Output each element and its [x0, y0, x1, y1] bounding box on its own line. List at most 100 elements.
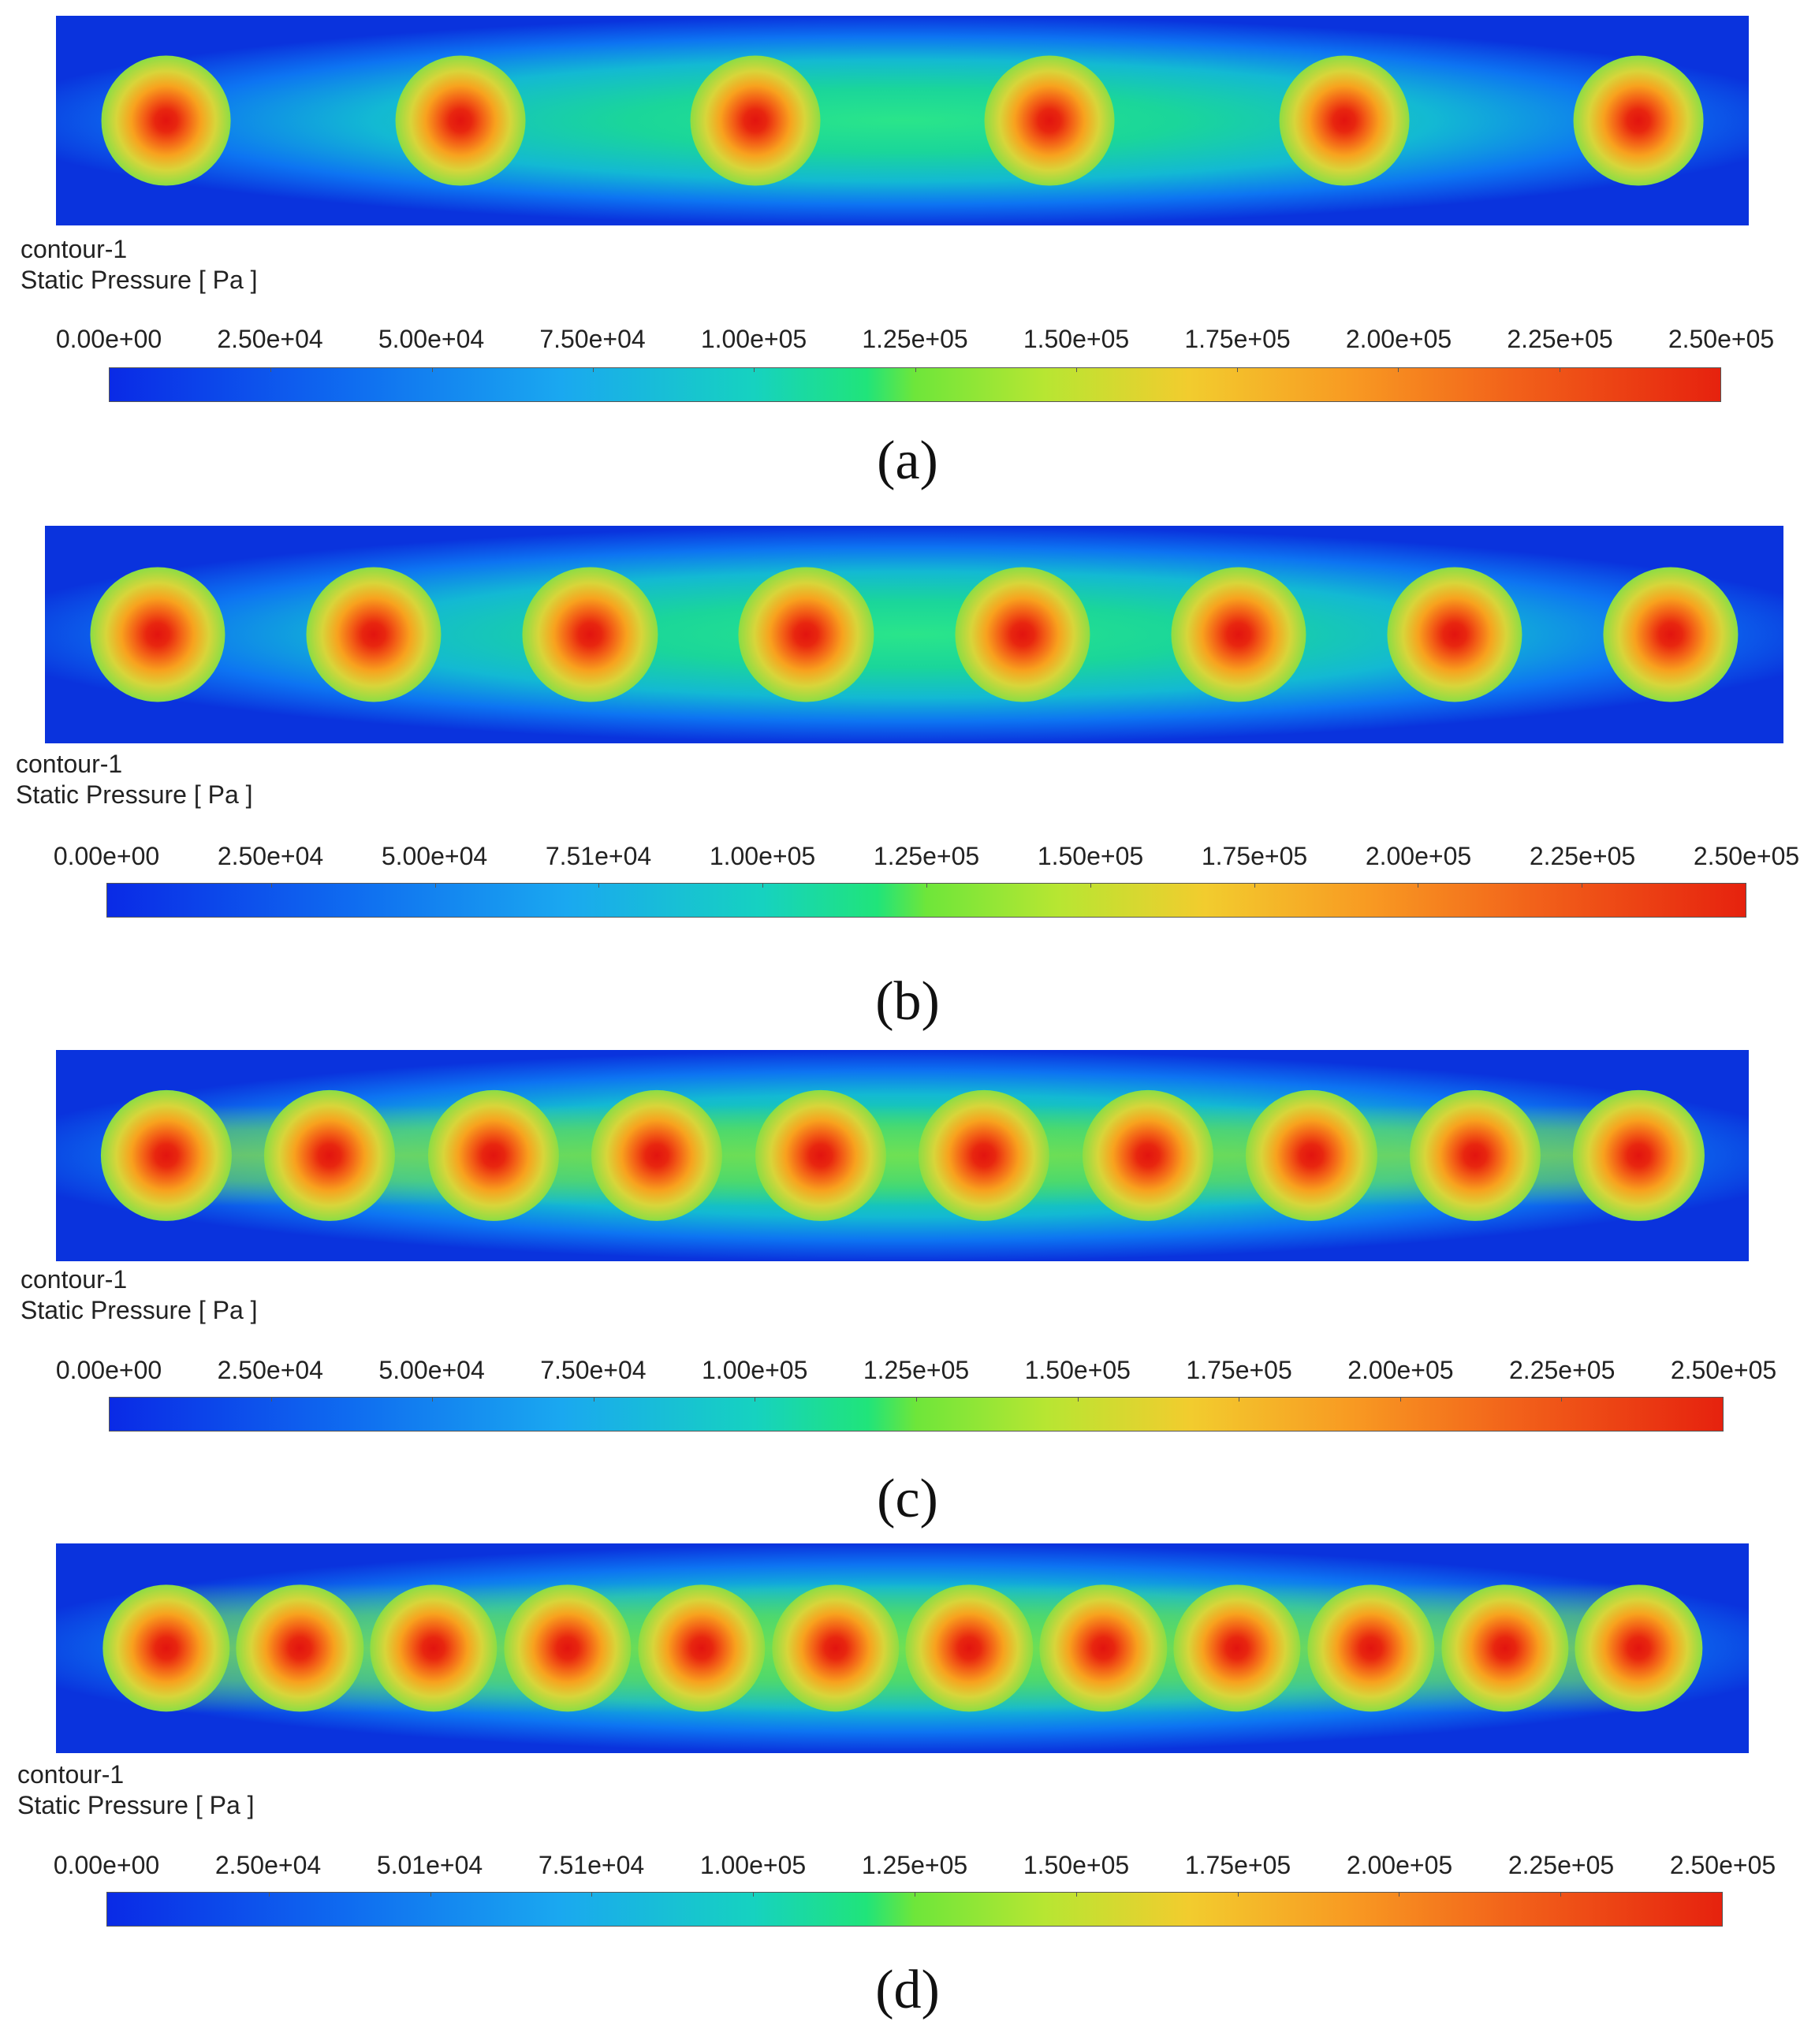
- colorbar-tick-label: 1.00e+05: [709, 842, 816, 870]
- colorbar-tick-mark: [430, 1893, 431, 1897]
- pressure-peak: [771, 1584, 900, 1712]
- colorbar-tick-label: 0.00e+00: [55, 1356, 162, 1384]
- pressure-peak: [690, 55, 821, 186]
- colorbar-tick-label: 1.50e+05: [1037, 842, 1144, 870]
- colorbar-tick-mark: [1090, 884, 1091, 888]
- pressure-peak: [1039, 1584, 1167, 1712]
- contour-name: contour-1: [16, 750, 123, 778]
- colorbar-tick-label: 2.25e+05: [1509, 1356, 1616, 1384]
- panel-label: (b): [875, 971, 940, 1032]
- colorbar-tick-mark: [268, 1893, 270, 1897]
- pressure-peak: [102, 1584, 230, 1712]
- variable-label: Static Pressure [ Pa ]: [20, 266, 258, 294]
- pressure-peak: [100, 1089, 232, 1222]
- pressure-peak: [90, 567, 225, 702]
- pressure-peak: [738, 567, 874, 702]
- colorbar-tick-label: 1.50e+05: [1023, 325, 1130, 353]
- pressure-peak: [1575, 1584, 1703, 1712]
- colorbar-tick-label: 2.50e+04: [214, 1851, 322, 1879]
- colorbar-tick-label: 1.75e+05: [1201, 842, 1308, 870]
- pressure-peak: [427, 1089, 559, 1222]
- colorbar-tick-label: 0.00e+00: [53, 1851, 160, 1879]
- colorbar-tick-label: 2.50e+05: [1670, 1356, 1777, 1384]
- pressure-peak: [1409, 1089, 1541, 1222]
- pressure-peak: [905, 1584, 1034, 1712]
- colorbar-tick-labels: 0.00e+00 2.50e+04 5.00e+04 7.50e+04 1.00e+05…: [56, 1356, 1776, 1389]
- pressure-contour-field: [56, 1543, 1749, 1753]
- colorbar-tick-label: 2.50e+04: [217, 1356, 323, 1384]
- pressure-peak: [1387, 567, 1522, 702]
- colorbar-tick-label: 0.00e+00: [55, 325, 162, 353]
- colorbar-tick-label: 0.00e+00: [53, 842, 160, 870]
- colorbar-tick-label: 1.75e+05: [1186, 1356, 1292, 1384]
- colorbar-tick-label: 1.00e+05: [702, 1356, 808, 1384]
- pressure-peak: [1246, 1089, 1377, 1222]
- colorbar-tick-label: 2.50e+05: [1669, 1851, 1776, 1879]
- colorbar-tick-mark: [592, 368, 594, 372]
- colorbar-tick-mark: [270, 1398, 272, 1402]
- pressure-peak: [370, 1584, 498, 1712]
- colorbar-tick-label: 5.01e+04: [376, 1851, 483, 1879]
- pressure-peak: [919, 1089, 1050, 1222]
- colorbar-tick-labels: 0.00e+00 2.50e+04 5.00e+04 7.51e+04 1.00e+05…: [54, 842, 1799, 875]
- colorbar-tick-mark: [270, 884, 272, 888]
- pressure-peak: [954, 567, 1090, 702]
- contour-name: contour-1: [17, 1760, 125, 1789]
- colorbar-tick-mark: [754, 368, 755, 372]
- pressure-peak: [1603, 567, 1739, 702]
- panel-label: (d): [875, 1960, 940, 2020]
- colorbar-tick-label: 1.00e+05: [700, 325, 807, 353]
- colorbar-tick-mark: [1254, 884, 1255, 888]
- pressure-peak: [101, 55, 231, 186]
- colorbar-tick-label: 2.50e+05: [1693, 842, 1800, 870]
- colorbar-tick-label: 1.25e+05: [862, 325, 968, 353]
- colorbar-tick-label: 1.50e+05: [1023, 1851, 1130, 1879]
- colorbar-tick-mark: [1399, 1398, 1401, 1402]
- colorbar-tick-label: 2.50e+04: [217, 325, 323, 353]
- colorbar-tick-mark: [916, 1398, 917, 1402]
- pressure-peak: [264, 1089, 396, 1222]
- colorbar-tick-label: 2.25e+05: [1529, 842, 1636, 870]
- panel-label: (a): [877, 430, 938, 491]
- colorbar: [106, 1892, 1723, 1927]
- colorbar-tick-label: 2.50e+04: [217, 842, 324, 870]
- colorbar-tick-mark: [1075, 368, 1077, 372]
- colorbar-tick-mark: [1398, 368, 1399, 372]
- pressure-peak: [1171, 567, 1306, 702]
- colorbar-tick-label: 7.50e+04: [540, 1356, 647, 1384]
- colorbar-tick-mark: [1077, 1398, 1079, 1402]
- colorbar-tick-mark: [598, 884, 600, 888]
- pressure-peak: [984, 55, 1115, 186]
- colorbar-tick-label: 7.51e+04: [538, 1851, 645, 1879]
- pressure-contour-field: [45, 526, 1783, 743]
- colorbar-tick-label: 1.25e+05: [873, 842, 980, 870]
- colorbar-tick-mark: [431, 368, 433, 372]
- colorbar-tick-mark: [434, 884, 436, 888]
- colorbar-tick-label: 5.00e+04: [378, 325, 485, 353]
- colorbar-tick-label: 2.00e+05: [1346, 1851, 1453, 1879]
- colorbar-tick-mark: [762, 884, 764, 888]
- pressure-peak: [1082, 1089, 1213, 1222]
- pressure-peak: [1440, 1584, 1569, 1712]
- colorbar-tick-mark: [926, 884, 927, 888]
- colorbar-tick-mark: [432, 1398, 434, 1402]
- pressure-peak: [1573, 1089, 1705, 1222]
- variable-label: Static Pressure [ Pa ]: [16, 780, 253, 809]
- contour-name: contour-1: [20, 235, 128, 263]
- colorbar-tick-label: 5.00e+04: [381, 842, 488, 870]
- colorbar-tick-label: 2.25e+05: [1507, 325, 1613, 353]
- colorbar-tick-mark: [1237, 1893, 1239, 1897]
- colorbar-tick-mark: [1075, 1893, 1077, 1897]
- pressure-peak: [1279, 55, 1410, 186]
- colorbar-tick-label: 1.25e+05: [861, 1851, 968, 1879]
- colorbar: [109, 1397, 1724, 1432]
- colorbar-tick-label: 1.50e+05: [1024, 1356, 1131, 1384]
- pressure-peak: [522, 567, 658, 702]
- colorbar-tick-label: 7.50e+04: [539, 325, 646, 353]
- pressure-peak: [306, 567, 442, 702]
- colorbar-tick-mark: [753, 1893, 755, 1897]
- colorbar-tick-labels: 0.00e+00 2.50e+04 5.00e+04 7.50e+04 1.00e+05…: [56, 325, 1774, 358]
- pressure-peak: [591, 1089, 723, 1222]
- pressure-peak: [1173, 1584, 1301, 1712]
- colorbar-tick-mark: [1561, 1398, 1563, 1402]
